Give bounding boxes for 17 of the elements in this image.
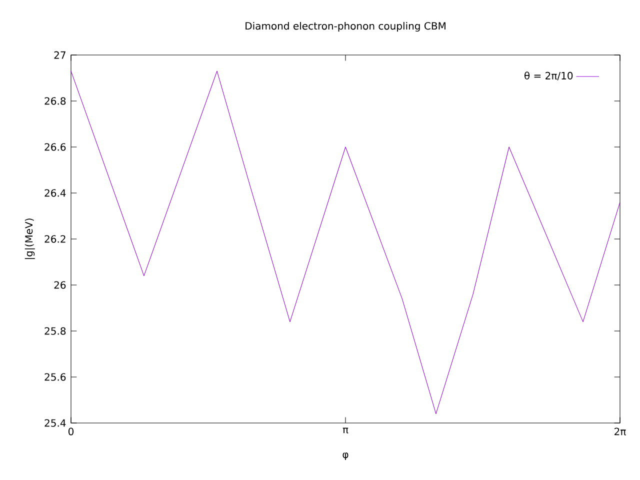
y-tick-label: 26 <box>54 281 66 289</box>
y-tick-label: 25.8 <box>44 327 66 335</box>
x-tick-label: π <box>342 428 348 434</box>
chart-title: Diamond electron-phonon coupling CBM <box>246 22 446 32</box>
y-tick-label: 25.6 <box>44 373 66 381</box>
x-axis-title: φ <box>342 452 348 460</box>
line-series <box>71 70 620 414</box>
y-axis-title: |g|(MeV) <box>24 218 35 259</box>
y-tick-label: 26.8 <box>44 97 66 105</box>
y-tick-label: 27 <box>54 51 66 59</box>
y-tick-label: 26.6 <box>44 143 66 151</box>
x-tick-label: 2π <box>614 428 626 436</box>
y-tick-label: 26.2 <box>44 235 66 243</box>
legend-label: θ = 2π/10 <box>524 72 573 80</box>
x-tick-label: 0 <box>68 428 74 436</box>
y-tick-label: 26.4 <box>44 189 66 197</box>
y-tick-label: 25.4 <box>44 419 66 427</box>
